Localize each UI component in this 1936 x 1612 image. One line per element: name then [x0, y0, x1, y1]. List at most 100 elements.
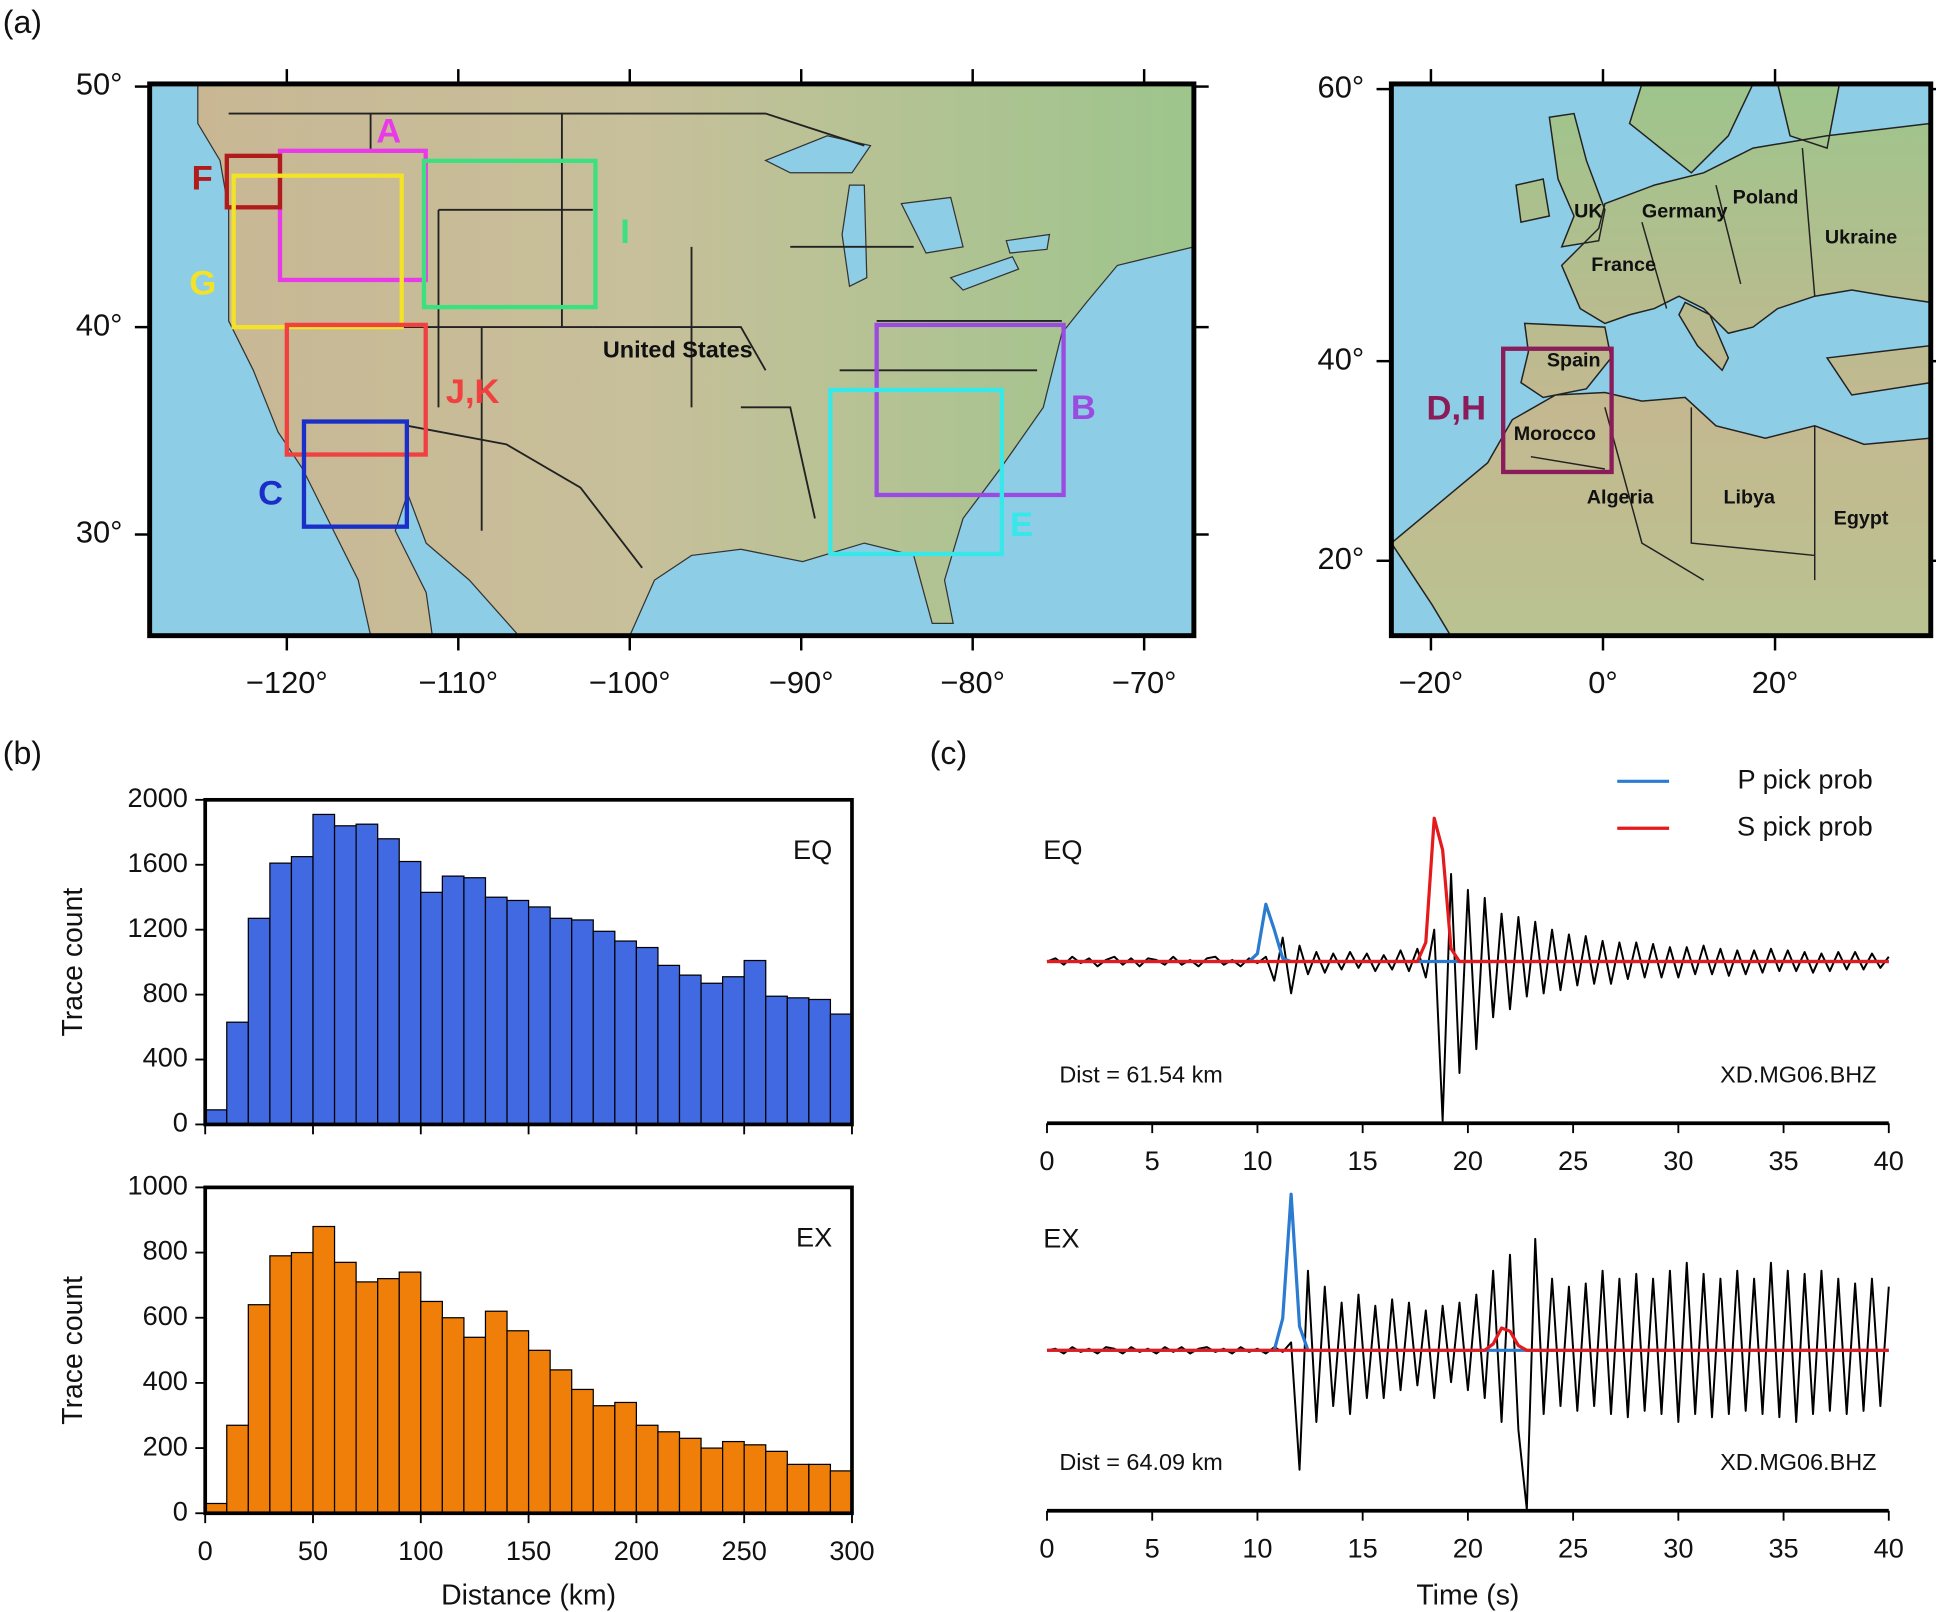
- bar: [614, 940, 638, 1126]
- bar: [355, 823, 379, 1126]
- region-label: I: [620, 213, 630, 251]
- panel-tag: EQ: [793, 834, 832, 865]
- borders: [1530, 148, 1816, 581]
- bar: [333, 825, 357, 1126]
- x-tick-label: 20: [1453, 1532, 1483, 1563]
- place-label: Algeria: [1587, 486, 1655, 508]
- bar: [527, 1349, 551, 1514]
- region-label: J,K: [446, 373, 500, 411]
- bar: [743, 1444, 767, 1514]
- y-tick-label: 400: [143, 1042, 188, 1073]
- bar: [226, 1424, 249, 1514]
- bar: [829, 1013, 853, 1126]
- x-tick-label: −70°: [1112, 665, 1177, 700]
- bar: [722, 976, 745, 1126]
- x-tick-label: 0: [1039, 1532, 1054, 1563]
- bar: [506, 899, 530, 1126]
- region-box: [224, 153, 283, 210]
- distance-note: Dist = 64.09 km: [1059, 1449, 1222, 1475]
- y-tick-label: 20°: [1318, 541, 1365, 576]
- panel-tag: EQ: [1043, 834, 1082, 865]
- region-box: [828, 387, 1004, 557]
- station-note: XD.MG06.BHZ: [1720, 1061, 1876, 1087]
- pick-probability: [1046, 1326, 1889, 1352]
- bar: [527, 906, 551, 1126]
- region-label: D,H: [1427, 389, 1487, 427]
- y-tick-label: 1200: [128, 912, 188, 943]
- x-tick-label: 5: [1145, 1145, 1160, 1176]
- bar: [312, 1225, 336, 1514]
- bar: [377, 838, 400, 1126]
- x-axis-label: Time (s): [1416, 1580, 1519, 1612]
- x-tick-label: 0°: [1588, 665, 1618, 700]
- region-box: [284, 322, 428, 457]
- bar: [571, 919, 594, 1126]
- region-box: [301, 419, 410, 529]
- bar: [247, 1304, 271, 1514]
- region-box: [231, 173, 404, 330]
- bar: [571, 1388, 594, 1514]
- place-label: Egypt: [1834, 507, 1889, 529]
- bar: [765, 1450, 788, 1514]
- bar: [614, 1401, 638, 1514]
- x-tick-label: 25: [1558, 1145, 1588, 1176]
- x-tick-label: −100°: [589, 665, 671, 700]
- bar: [290, 1251, 314, 1514]
- x-tick-label: 40: [1874, 1532, 1904, 1563]
- panel-label: (a): [3, 4, 42, 40]
- bar: [226, 1021, 249, 1126]
- legend-label: P pick prob: [1737, 763, 1872, 794]
- x-tick-label: 0: [198, 1535, 213, 1566]
- x-tick-label: 40: [1874, 1145, 1904, 1176]
- bar: [549, 1369, 573, 1514]
- bar: [743, 959, 767, 1126]
- x-tick-label: 10: [1242, 1532, 1272, 1563]
- bar: [484, 896, 508, 1126]
- bar: [635, 1424, 659, 1514]
- y-tick-label: 1000: [128, 1170, 188, 1201]
- x-tick-label: 25: [1558, 1532, 1588, 1563]
- x-tick-label: 35: [1768, 1532, 1798, 1563]
- bar: [700, 1447, 724, 1514]
- place-label: United States: [603, 336, 753, 362]
- x-tick-label: 20: [1453, 1145, 1483, 1176]
- x-tick-label: 150: [506, 1535, 551, 1566]
- x-tick-label: 10: [1242, 1145, 1272, 1176]
- x-tick-label: 30: [1663, 1532, 1693, 1563]
- bar: [678, 974, 702, 1126]
- x-tick-label: 20°: [1752, 665, 1799, 700]
- panel-label: (b): [3, 735, 42, 771]
- bar: [808, 1463, 832, 1514]
- bar: [592, 930, 616, 1126]
- pick-probability: [1046, 1192, 1889, 1352]
- bar: [592, 1405, 616, 1514]
- x-tick-label: 15: [1348, 1532, 1378, 1563]
- bar: [269, 1255, 293, 1514]
- panel-tag: EX: [796, 1221, 832, 1252]
- region-label: C: [258, 475, 283, 513]
- y-axis-label: Trace count: [57, 888, 89, 1037]
- x-tick-label: 250: [722, 1535, 767, 1566]
- bar: [549, 917, 573, 1126]
- y-tick-label: 800: [143, 977, 188, 1008]
- europe-map-base: [1391, 83, 1931, 636]
- bar: [700, 982, 724, 1126]
- station-note: XD.MG06.BHZ: [1720, 1449, 1876, 1475]
- region-label: A: [376, 113, 401, 151]
- x-tick-label: 30: [1663, 1145, 1693, 1176]
- bar: [333, 1261, 357, 1514]
- y-tick-label: 2000: [128, 782, 188, 813]
- x-tick-label: −80°: [940, 665, 1005, 700]
- region-label: G: [189, 264, 216, 302]
- bar: [808, 998, 832, 1126]
- bar: [420, 891, 443, 1126]
- bar: [678, 1437, 702, 1514]
- x-tick-label: 300: [829, 1535, 874, 1566]
- us-map-base: [149, 83, 1194, 636]
- bar: [722, 1440, 745, 1514]
- region-label: E: [1010, 506, 1033, 544]
- pick-probability: [1046, 816, 1889, 964]
- land: [1391, 83, 1931, 636]
- bar: [377, 1278, 400, 1514]
- bar: [765, 995, 788, 1126]
